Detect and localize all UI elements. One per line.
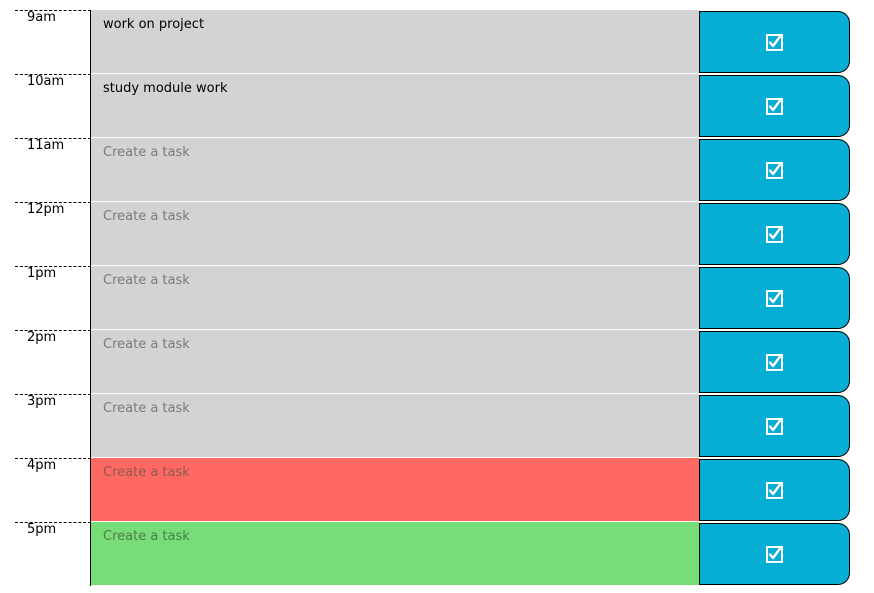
save-button[interactable]: [699, 331, 850, 393]
task-placeholder: Create a task: [103, 465, 190, 480]
hour-label: 4pm: [15, 458, 91, 522]
time-block-row: 4pm Create a task: [0, 458, 874, 522]
save-button[interactable]: [699, 459, 850, 521]
time-block-row: 1pm Create a task: [0, 266, 874, 330]
checkbox-checked-icon: [766, 354, 783, 371]
time-block-row: 11am Create a task: [0, 138, 874, 202]
save-button[interactable]: [699, 75, 850, 137]
time-block-row: 5pm Create a task: [0, 522, 874, 586]
save-button[interactable]: [699, 139, 850, 201]
task-text: study module work: [103, 81, 228, 96]
save-button[interactable]: [699, 395, 850, 457]
checkbox-checked-icon: [766, 34, 783, 51]
hour-label: 2pm: [15, 330, 91, 394]
checkbox-checked-icon: [766, 98, 783, 115]
task-textarea[interactable]: Create a task: [91, 522, 699, 586]
save-button[interactable]: [699, 203, 850, 265]
task-textarea[interactable]: Create a task: [91, 138, 699, 202]
checkbox-checked-icon: [766, 482, 783, 499]
hour-label: 1pm: [15, 266, 91, 330]
checkbox-checked-icon: [766, 546, 783, 563]
time-block-row: 3pm Create a task: [0, 394, 874, 458]
task-textarea[interactable]: Create a task: [91, 458, 699, 522]
task-placeholder: Create a task: [103, 529, 190, 544]
hour-label: 11am: [15, 138, 91, 202]
checkbox-checked-icon: [766, 226, 783, 243]
task-placeholder: Create a task: [103, 209, 190, 224]
task-textarea[interactable]: study module work: [91, 74, 699, 138]
task-textarea[interactable]: Create a task: [91, 394, 699, 458]
hour-label: 5pm: [15, 522, 91, 586]
task-placeholder: Create a task: [103, 337, 190, 352]
save-button[interactable]: [699, 11, 850, 73]
hour-label: 9am: [15, 10, 91, 74]
task-placeholder: Create a task: [103, 401, 190, 416]
checkbox-checked-icon: [766, 162, 783, 179]
task-textarea[interactable]: Create a task: [91, 202, 699, 266]
task-placeholder: Create a task: [103, 145, 190, 160]
task-textarea[interactable]: Create a task: [91, 330, 699, 394]
checkbox-checked-icon: [766, 418, 783, 435]
scheduler: 9am work on project 10am study module work 1…: [0, 10, 874, 586]
task-textarea[interactable]: Create a task: [91, 266, 699, 330]
hour-label: 12pm: [15, 202, 91, 266]
checkbox-checked-icon: [766, 290, 783, 307]
time-block-row: 2pm Create a task: [0, 330, 874, 394]
time-block-row: 10am study module work: [0, 74, 874, 138]
time-block-row: 9am work on project: [0, 10, 874, 74]
hour-label: 3pm: [15, 394, 91, 458]
hour-label: 10am: [15, 74, 91, 138]
save-button[interactable]: [699, 267, 850, 329]
time-block-row: 12pm Create a task: [0, 202, 874, 266]
save-button[interactable]: [699, 523, 850, 585]
task-text: work on project: [103, 17, 205, 32]
task-textarea[interactable]: work on project: [91, 10, 699, 74]
task-placeholder: Create a task: [103, 273, 190, 288]
